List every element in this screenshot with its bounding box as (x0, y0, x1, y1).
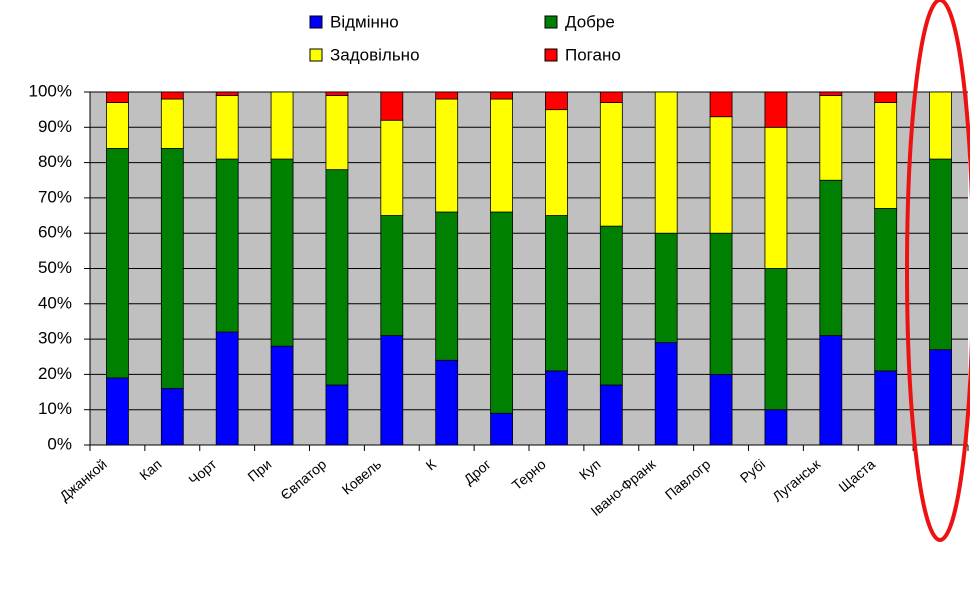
bar-segment (106, 377, 129, 446)
bar-segment (270, 345, 294, 446)
x-tick-label: Павлогр (662, 456, 714, 503)
legend-label: Добре (565, 12, 615, 31)
legend-swatch (544, 15, 558, 29)
y-tick-label: 100% (29, 81, 72, 100)
bar-segment (545, 370, 568, 446)
x-tick-label: Кап (136, 456, 164, 483)
x-tick-label: Рубі (737, 456, 768, 486)
bar-segment (654, 232, 678, 344)
bar-segment (270, 91, 294, 160)
legend-label: Відмінно (330, 12, 399, 31)
bar-segment (380, 119, 404, 216)
bar-segment (874, 370, 898, 446)
x-tick-label: Ковель (339, 456, 385, 498)
bar-segment (929, 91, 952, 160)
bar-segment (819, 91, 843, 96)
highlight-ellipse (905, 0, 970, 542)
bar-segment (764, 268, 788, 411)
bar-segment (599, 225, 623, 386)
legend-label: Погано (565, 45, 621, 64)
bar-segment (435, 91, 459, 100)
bar-segment (215, 95, 239, 160)
bar-segment (874, 208, 898, 372)
bar-segment (325, 91, 349, 96)
x-tick-label: Євпатор (277, 456, 329, 503)
bar-segment (929, 349, 952, 446)
bar-segment (490, 211, 513, 414)
bar-segment (106, 148, 129, 379)
y-tick-label: 20% (38, 364, 72, 383)
bar-segment (160, 148, 184, 389)
bar-segment (490, 98, 513, 213)
bar-segment (215, 158, 239, 333)
bar-segment (160, 98, 184, 149)
bar-segment (380, 215, 404, 336)
bar-segment (270, 158, 294, 347)
bar-segment (764, 91, 788, 128)
x-tick-label: К (422, 455, 439, 473)
bar-segment (545, 109, 568, 216)
x-tick-label: Терно (509, 456, 549, 493)
bar-segment (709, 91, 733, 118)
bar-segment (874, 102, 898, 209)
bar-segment (709, 373, 733, 446)
x-tick-label: Джанкой (56, 456, 109, 504)
bar-segment (764, 409, 788, 446)
bar-segment (435, 98, 459, 213)
bar-segment (380, 91, 404, 121)
bar-segment (654, 91, 678, 234)
bar-segment (599, 384, 623, 446)
bar-segment (819, 95, 843, 181)
x-tick-label: Щаста (835, 456, 878, 495)
bar-segment (215, 91, 239, 96)
bar-segment (819, 179, 843, 336)
legend-swatch (309, 48, 323, 62)
bar-segment (709, 116, 733, 234)
bar-segment (599, 102, 623, 227)
bar-segment (490, 91, 513, 100)
bar-segment (160, 388, 184, 446)
bar-segment (819, 335, 843, 446)
bar-segment (654, 342, 678, 446)
y-tick-label: 90% (38, 117, 72, 136)
x-tick-label: Куп (576, 456, 604, 483)
bar-segment (874, 91, 898, 103)
bar-segment (709, 232, 733, 375)
y-tick-label: 70% (38, 187, 72, 206)
bar-segment (160, 91, 184, 100)
bar-segment (545, 91, 568, 111)
bar-segment (215, 331, 239, 446)
bar-segment (106, 102, 129, 149)
legend-swatch (309, 15, 323, 29)
y-tick-label: 50% (38, 258, 72, 277)
legend-swatch (544, 48, 558, 62)
bar-segment (435, 359, 459, 446)
bar-segment (599, 91, 623, 103)
y-tick-label: 80% (38, 152, 72, 171)
legend-label: Задовільно (330, 45, 420, 64)
bar-segment (435, 211, 459, 361)
bar-segment (490, 412, 513, 446)
bar-segment (764, 126, 788, 269)
bar-segment (380, 335, 404, 446)
y-tick-label: 60% (38, 223, 72, 242)
x-tick-label: Луганськ (769, 455, 824, 505)
bar-segment (325, 384, 349, 446)
x-tick-label: Дрог (460, 456, 493, 488)
y-tick-label: 0% (47, 434, 72, 453)
bar-segment (545, 215, 568, 372)
bar-segment (325, 169, 349, 386)
y-tick-label: 10% (38, 399, 72, 418)
x-tick-label: Чорт (185, 456, 219, 489)
y-tick-label: 40% (38, 293, 72, 312)
y-tick-label: 30% (38, 329, 72, 348)
x-tick-label: При (244, 456, 274, 485)
bar-segment (106, 91, 129, 103)
bar-segment (325, 95, 349, 171)
bar-segment (929, 158, 952, 351)
